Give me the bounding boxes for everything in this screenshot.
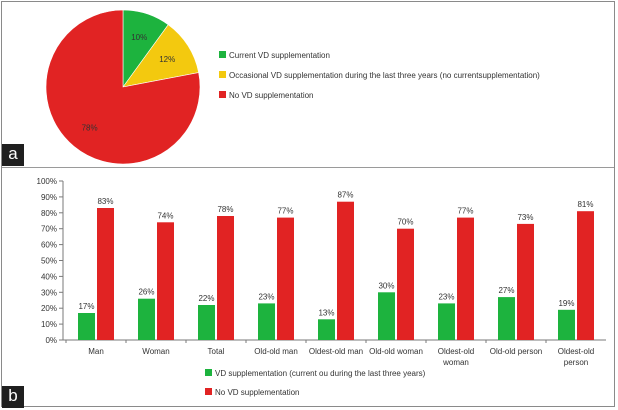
bar-value-label: 81%: [577, 200, 593, 209]
legend-swatch: [219, 71, 226, 78]
x-tick-label: Oldest-old: [438, 347, 474, 356]
bar: [318, 319, 335, 340]
bar-value-label: 83%: [97, 197, 113, 206]
x-tick-label: Total: [208, 347, 225, 356]
bar-value-label: 74%: [157, 211, 173, 220]
legend-label: VD supplementation (current ou during th…: [215, 369, 426, 378]
legend-label: No VD supplementation: [229, 91, 314, 100]
bar: [97, 208, 114, 340]
bar: [438, 303, 455, 340]
pie-slice: [45, 9, 201, 165]
x-tick-label: Old-old woman: [369, 347, 423, 356]
panel-divider: [2, 167, 614, 168]
bar-value-label: 22%: [198, 294, 214, 303]
bar-chart: 0% 10% 20% 30% 40% 50% 60% 70% 80% 90% 100% 17% 83% M…: [37, 177, 606, 397]
bar-value-label: 77%: [457, 207, 473, 216]
bar-value-label: 87%: [337, 191, 353, 200]
y-tick-label: 100%: [37, 177, 57, 186]
bar-value-label: 23%: [258, 292, 274, 301]
bar-value-label: 17%: [78, 302, 94, 311]
x-tick-label: person: [564, 358, 588, 367]
bar-value-label: 78%: [217, 205, 233, 214]
bar: [558, 309, 575, 340]
bar-value-label: 73%: [517, 213, 533, 222]
legend-swatch: [219, 51, 226, 58]
bar: [577, 211, 594, 340]
pie-slice-label: 12%: [159, 55, 175, 64]
y-tick-label: 30%: [41, 288, 57, 297]
legend-label: No VD supplementation: [215, 388, 300, 397]
pie-slice-label: 10%: [131, 33, 147, 42]
bar-value-label: 30%: [378, 281, 394, 290]
bar: [78, 313, 95, 340]
x-tick-label: Oldest-old: [558, 347, 594, 356]
bar: [277, 217, 294, 340]
y-tick-label: 90%: [41, 193, 57, 202]
bar: [517, 223, 534, 340]
x-tick-label: Old-old person: [490, 347, 542, 356]
x-tick-label: woman: [442, 358, 469, 367]
bar-value-label: 13%: [318, 308, 334, 317]
panel-label-a: a: [2, 144, 24, 166]
y-tick-label: 20%: [41, 304, 57, 313]
bar-value-label: 26%: [138, 288, 154, 297]
legend-swatch: [219, 91, 226, 98]
bar: [337, 201, 354, 340]
bar: [157, 222, 174, 340]
y-tick-label: 70%: [41, 225, 57, 234]
y-tick-label: 80%: [41, 209, 57, 218]
pie-slice-label: 78%: [82, 123, 98, 132]
y-tick-label: 0%: [45, 336, 57, 345]
legend-label: Current VD supplementation: [229, 51, 330, 60]
x-tick-label: Old-old man: [254, 347, 298, 356]
panel-label-b: b: [2, 386, 24, 408]
bar-value-label: 19%: [558, 299, 574, 308]
y-tick-label: 50%: [41, 257, 57, 266]
bar: [457, 217, 474, 340]
y-tick-label: 60%: [41, 241, 57, 250]
bar: [378, 292, 395, 340]
x-tick-label: Man: [88, 347, 104, 356]
y-tick-label: 40%: [41, 272, 57, 281]
bar: [217, 216, 234, 340]
legend-swatch: [205, 388, 212, 395]
bar-value-label: 23%: [438, 292, 454, 301]
bar: [258, 303, 275, 340]
bar: [498, 297, 515, 340]
bar-value-label: 27%: [498, 286, 514, 295]
x-tick-label: Woman: [142, 347, 169, 356]
legend-label: Occasional VD supplementation during the…: [229, 71, 540, 80]
pie-chart: 10% 12% 78% Current VD supplementation Occas…: [45, 9, 540, 165]
bar: [138, 298, 155, 340]
legend-swatch: [205, 369, 212, 376]
bar-value-label: 70%: [397, 218, 413, 227]
bar-value-label: 77%: [277, 207, 293, 216]
bar: [198, 305, 215, 340]
bar: [397, 228, 414, 340]
x-tick-label: Oldest-old man: [309, 347, 363, 356]
y-tick-label: 10%: [41, 320, 57, 329]
